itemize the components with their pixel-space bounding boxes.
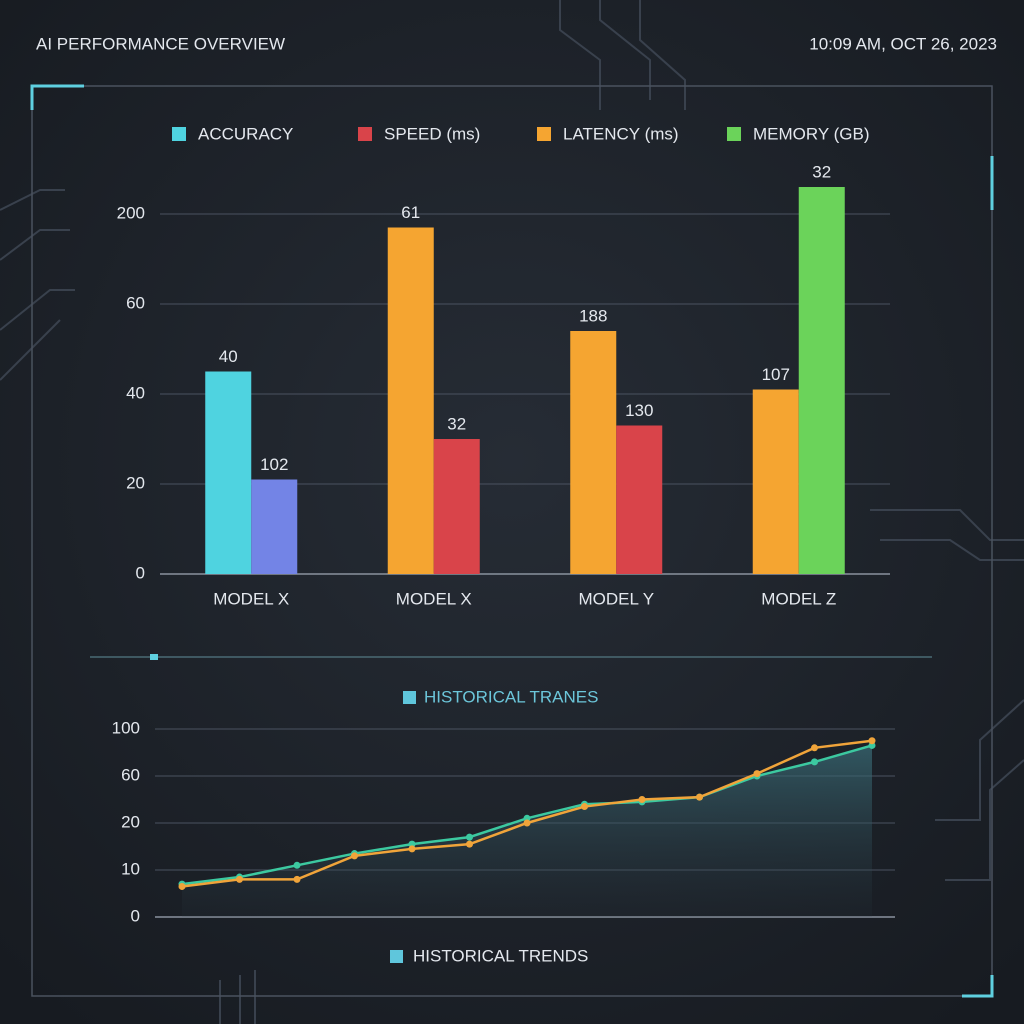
legend-swatch	[727, 127, 741, 141]
legend-label: MEMORY (GB)	[753, 124, 870, 143]
bar	[433, 439, 480, 574]
point	[753, 770, 761, 778]
x-tick-label: MODEL Z	[761, 589, 836, 608]
point	[868, 737, 876, 745]
x-tick-label: MODEL Y	[578, 589, 654, 608]
y-tick-label: 60	[121, 765, 140, 784]
point	[178, 882, 186, 890]
legend-label: HISTORICAL TRENDS	[413, 946, 588, 965]
point	[466, 833, 473, 841]
point	[811, 758, 818, 766]
y-tick-label: 20	[126, 473, 145, 492]
bar-label: 130	[625, 401, 653, 420]
panel-frame	[31, 85, 993, 997]
bar-label: 40	[219, 347, 238, 366]
y-tick-label: 0	[131, 906, 140, 925]
area	[182, 745, 872, 917]
point	[236, 875, 243, 883]
point	[351, 852, 358, 860]
point	[293, 875, 301, 883]
legend-swatch	[390, 950, 403, 963]
corner-accent	[30, 84, 84, 110]
timestamp: 10:09 AM, OCT 26, 2023	[809, 34, 997, 53]
point	[523, 819, 531, 827]
y-tick-label: 60	[126, 293, 145, 312]
point	[581, 803, 588, 811]
point	[638, 796, 646, 803]
y-tick-label: 20	[121, 812, 140, 831]
bar	[616, 425, 663, 574]
bar	[205, 371, 252, 574]
legend-swatch	[358, 127, 372, 141]
point	[293, 861, 301, 869]
bar	[798, 187, 845, 574]
page-title: AI PERFORMANCE OVERVIEW	[36, 34, 285, 53]
bar-label: 32	[447, 414, 466, 433]
y-tick-label: 40	[126, 383, 145, 402]
point	[408, 845, 416, 853]
point	[811, 744, 818, 752]
corner-accent	[962, 975, 994, 998]
bar-label: 188	[579, 306, 607, 325]
divider-accent	[150, 654, 158, 660]
point	[696, 793, 703, 801]
bar-label: 102	[260, 455, 288, 474]
point	[466, 840, 473, 848]
x-tick-label: MODEL X	[396, 589, 472, 608]
legend-label: SPEED (ms)	[384, 124, 480, 143]
bar	[752, 389, 799, 574]
legend-swatch	[172, 127, 186, 141]
legend-swatch	[537, 127, 551, 141]
legend-label: LATENCY (ms)	[563, 124, 679, 143]
bar-label: 107	[762, 365, 790, 384]
bar	[387, 227, 434, 574]
title-icon	[403, 691, 416, 704]
y-tick-label: 10	[121, 859, 140, 878]
legend-label: ACCURACY	[198, 124, 293, 143]
bar	[251, 479, 298, 574]
bar-label: 61	[401, 203, 420, 222]
y-tick-label: 100	[112, 718, 140, 737]
bar	[570, 331, 617, 574]
x-tick-label: MODEL X	[213, 589, 289, 608]
line-chart-title: HISTORICAL TRANES	[424, 687, 598, 706]
y-tick-label: 200	[117, 203, 145, 222]
bar-label: 32	[812, 162, 831, 181]
y-tick-label: 0	[136, 563, 145, 582]
